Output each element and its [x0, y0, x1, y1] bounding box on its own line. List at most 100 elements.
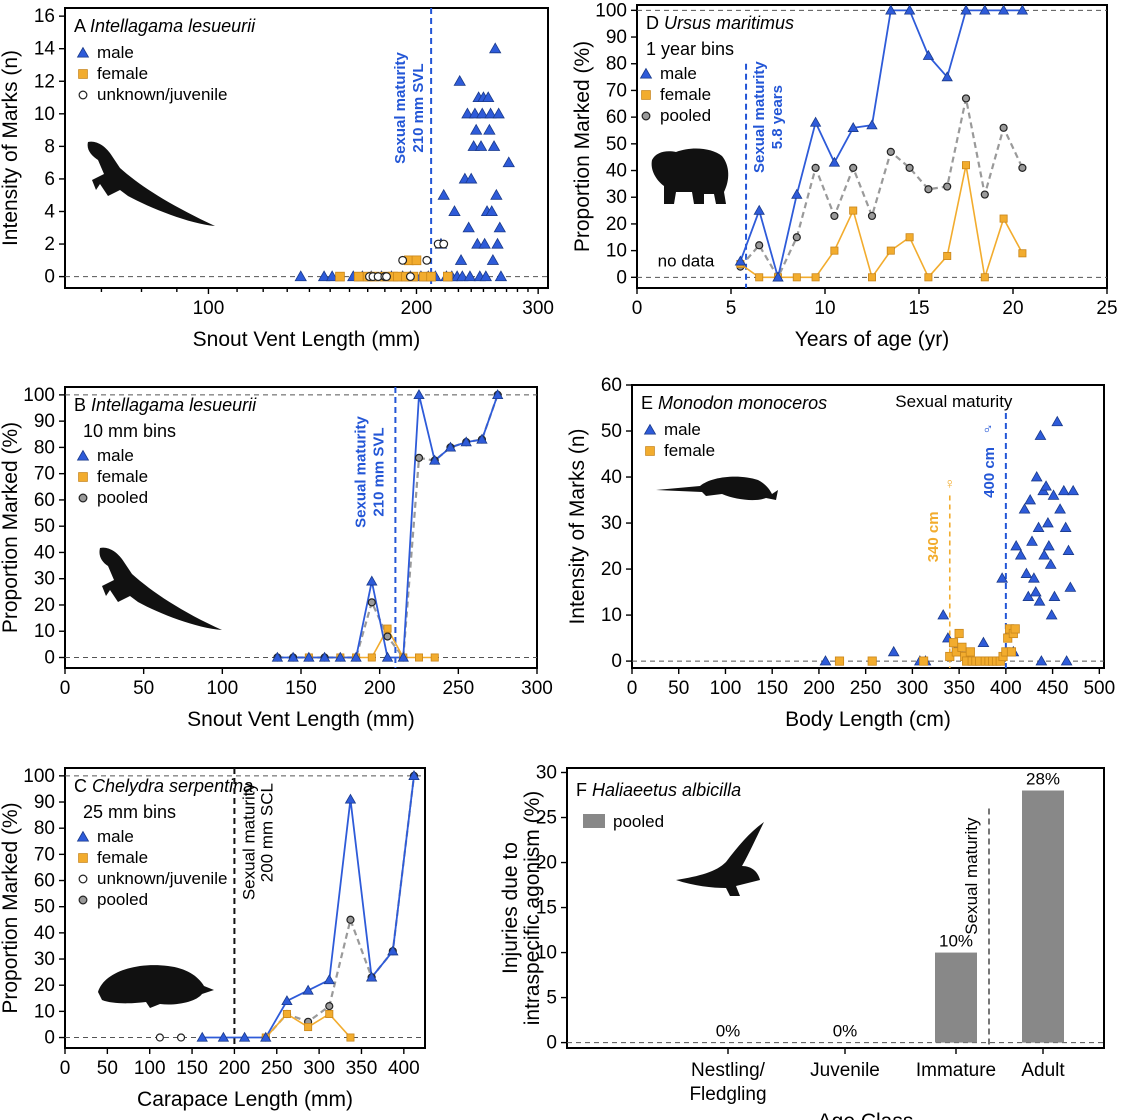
legend-marker-male: [76, 449, 90, 461]
data-point-unknownjuvenile: [155, 1033, 164, 1042]
y-tick-label: 90: [34, 411, 55, 432]
x-tick-label: Immature: [916, 1060, 996, 1081]
x-tick-label: 300: [303, 1058, 335, 1079]
y-tick-label: 60: [34, 871, 55, 892]
data-point-male: [479, 270, 493, 282]
series-line-pooled: [739, 98, 1024, 280]
data-point-male: [486, 254, 500, 265]
x-tick-label: 450: [1037, 678, 1069, 699]
data-point-female: [792, 273, 801, 282]
data-point-female: [830, 246, 839, 255]
data-point-male: [1014, 549, 1027, 560]
y-tick-label: 60: [606, 107, 627, 128]
bar-value-label: 0%: [716, 1022, 741, 1041]
data-point-male: [922, 49, 935, 60]
data-point-male: [484, 107, 497, 119]
y-axis-label: Proportion Marked (%): [571, 41, 594, 252]
series-line-female: [308, 626, 435, 659]
y-axis-label: Intensity of Marks (n): [566, 428, 589, 624]
y-tick-label: 8: [44, 136, 55, 157]
legend-label: female: [660, 85, 711, 104]
data-point-male: [1067, 484, 1080, 496]
legend-label: male: [664, 420, 701, 439]
data-point-male: [485, 205, 498, 217]
data-point-pooled: [980, 190, 989, 199]
x-tick-label: 300: [897, 678, 929, 699]
data-point-male: [937, 609, 950, 620]
data-point-male: [365, 971, 378, 982]
data-point-male: [1042, 517, 1054, 528]
data-point-male: [463, 270, 477, 282]
data-point-male: [429, 454, 441, 465]
y-tick-label: 12: [34, 71, 55, 92]
data-point-pooled: [830, 211, 839, 221]
data-point-male: [465, 172, 478, 184]
panel-letter: A: [74, 16, 90, 36]
data-point-male: [1010, 540, 1023, 551]
x-axis-label: Carapace Length (mm): [137, 1088, 353, 1111]
data-point-male: [487, 140, 501, 151]
panel-letter: D: [646, 13, 664, 33]
y-tick-label: 40: [34, 542, 55, 563]
data-point-male: [1044, 558, 1057, 569]
data-point-pooled: [924, 185, 933, 194]
data-point-female: [834, 656, 845, 666]
species-name: Monodon monoceros: [658, 393, 827, 413]
data-point-female: [383, 624, 392, 633]
y-tick-label: 0: [546, 1033, 557, 1054]
y-tick-label: 30: [34, 569, 55, 590]
data-point-female: [430, 653, 439, 662]
legend-swatch-pooled: [583, 814, 605, 828]
y-tick-label: 70: [34, 464, 55, 485]
plot-frame: [64, 767, 426, 1049]
x-tick-label: 0: [632, 298, 643, 319]
data-point-female: [919, 656, 929, 666]
x-tick-label: Juvenile: [810, 1060, 880, 1081]
legend-label: pooled: [97, 890, 148, 909]
y-tick-label: 60: [34, 490, 55, 511]
y-tick-label: 20: [34, 595, 55, 616]
data-point-female: [999, 214, 1008, 223]
data-point-male: [456, 270, 469, 282]
data-point-female: [849, 206, 858, 215]
data-point-male: [1033, 595, 1046, 606]
female-symbol: ♀: [944, 476, 955, 493]
x-tick-label: 250: [442, 678, 474, 699]
data-point-male: [444, 441, 457, 452]
legend-label: unknown/juvenile: [97, 869, 227, 888]
legend-marker-female: [78, 472, 88, 482]
data-point-female: [411, 255, 422, 266]
data-point-male: [1054, 503, 1066, 514]
y-tick-label: 25: [536, 808, 557, 829]
data-point-unknownjuvenile: [398, 255, 408, 265]
y-tick-label: 40: [606, 161, 627, 182]
data-point-female: [346, 1033, 355, 1042]
data-point-unknownjuvenile: [405, 272, 415, 282]
y-tick-label: 30: [601, 513, 622, 534]
data-point-pooled: [905, 163, 914, 172]
x-tick-label: 25: [1096, 298, 1117, 319]
y-axis-label: Injuries due to: [499, 842, 522, 974]
bin-width-label: 10 mm bins: [83, 421, 176, 441]
data-point-male: [318, 651, 331, 662]
data-point-female: [811, 273, 820, 282]
legend-label: female: [97, 64, 148, 83]
y-tick-label: 10: [34, 621, 55, 642]
x-tick-label: 100: [134, 1058, 166, 1079]
data-point-female: [414, 653, 423, 662]
data-point-female: [442, 271, 453, 282]
maturity-value: 210 mm SVL: [410, 63, 427, 152]
data-point-male: [996, 572, 1009, 583]
x-tick-label: 400: [990, 678, 1022, 699]
legend-marker-male: [643, 423, 657, 435]
y-tick-label: 14: [34, 39, 56, 60]
bin-width-label: 1 year bins: [646, 39, 734, 59]
male-symbol: ♂: [982, 420, 993, 437]
y-tick-label: 30: [34, 949, 55, 970]
y-tick-label: 15: [536, 898, 557, 919]
data-point-pooled: [325, 1002, 334, 1011]
data-point-male: [474, 140, 488, 151]
y-tick-label: 40: [34, 923, 55, 944]
series-line-male: [277, 394, 499, 659]
data-point-female: [924, 273, 933, 282]
